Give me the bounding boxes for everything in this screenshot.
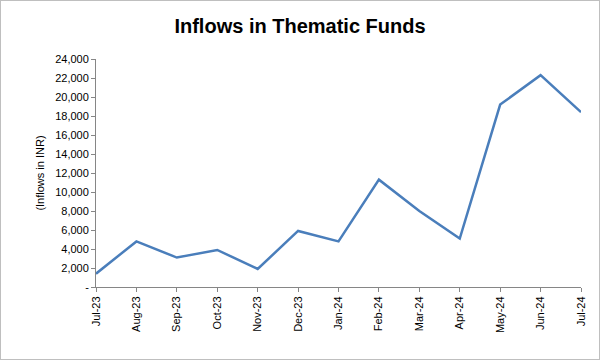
svg-text:4,000: 4,000 (61, 243, 89, 255)
svg-text:Jun-24: Jun-24 (534, 296, 546, 330)
svg-text:6,000: 6,000 (61, 224, 89, 236)
svg-text:May-24: May-24 (494, 296, 506, 333)
svg-text:-: - (85, 281, 89, 293)
svg-text:10,000: 10,000 (55, 186, 89, 198)
svg-text:2,000: 2,000 (61, 262, 89, 274)
svg-text:18,000: 18,000 (55, 110, 89, 122)
svg-text:24,000: 24,000 (55, 53, 89, 65)
svg-text:Sep-23: Sep-23 (170, 296, 182, 331)
svg-text:Dec-23: Dec-23 (292, 296, 304, 331)
svg-text:Mar-24: Mar-24 (413, 296, 425, 331)
svg-text:Inflows in Thematic Funds: Inflows in Thematic Funds (174, 15, 425, 37)
svg-text:16,000: 16,000 (55, 129, 89, 141)
svg-text:14,000: 14,000 (55, 148, 89, 160)
svg-text:22,000: 22,000 (55, 72, 89, 84)
svg-text:8,000: 8,000 (61, 205, 89, 217)
svg-text:Apr-24: Apr-24 (453, 296, 465, 329)
svg-text:Feb-24: Feb-24 (372, 296, 384, 331)
svg-text:(Inflows in INR): (Inflows in INR) (34, 135, 46, 210)
svg-text:Jul-23: Jul-23 (90, 296, 102, 326)
svg-text:Aug-23: Aug-23 (130, 296, 142, 331)
svg-text:Nov-23: Nov-23 (251, 296, 263, 331)
svg-text:Jan-24: Jan-24 (332, 296, 344, 330)
svg-text:20,000: 20,000 (55, 91, 89, 103)
svg-text:12,000: 12,000 (55, 167, 89, 179)
svg-text:Jul-24: Jul-24 (575, 296, 587, 326)
svg-text:Oct-23: Oct-23 (211, 296, 223, 329)
